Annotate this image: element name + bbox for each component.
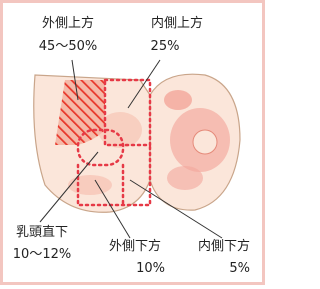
region-name: 内側下方 xyxy=(198,238,250,254)
diagram: 外側上方 45～50% 内側上方 25% 乳頭直下 10～12% 外側下方 10… xyxy=(0,0,265,285)
region-share: 25% xyxy=(151,39,180,54)
region-share: 45～50% xyxy=(39,39,97,54)
region-share: 5% xyxy=(229,261,250,276)
region-name: 外側上方 xyxy=(42,15,94,31)
region-name: 外側下方 xyxy=(109,238,161,254)
region-share: 10～12% xyxy=(13,247,71,262)
region-name: 乳頭直下 xyxy=(16,225,68,240)
region-name: 内側上方 xyxy=(151,15,203,31)
region-share: 10% xyxy=(136,261,165,276)
